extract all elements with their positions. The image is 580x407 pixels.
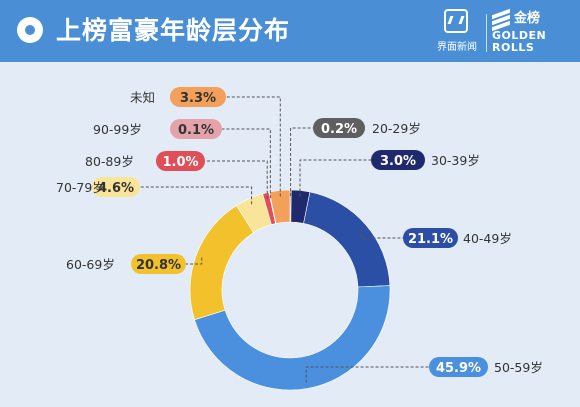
category-label-3: 50-59岁 — [494, 360, 543, 375]
donut-slice-8 — [269, 189, 291, 224]
donut-slice-3 — [194, 285, 391, 391]
value-label-5: 4.6% — [98, 181, 134, 196]
value-pill-0 — [313, 118, 365, 138]
jiemian-logo-icon — [444, 9, 468, 33]
leader-line-7 — [222, 128, 271, 199]
value-label-1: 3.0% — [380, 154, 416, 169]
category-label-8: 未知 — [130, 90, 155, 105]
value-label-6: 1.0% — [162, 155, 198, 170]
golden-rolls-en-line1: GOLDEN — [492, 29, 547, 42]
value-pill-4 — [131, 254, 186, 274]
value-pill-8 — [170, 87, 226, 107]
logo-divider — [486, 14, 487, 52]
golden-rolls-en: GOLDEN ROLLS — [492, 30, 546, 54]
category-label-0: 20-29岁 — [372, 121, 421, 136]
value-pill-1 — [371, 150, 425, 170]
value-pill-6 — [156, 151, 205, 171]
category-label-6: 80-89岁 — [85, 154, 134, 169]
leader-line-4 — [186, 257, 203, 265]
category-label-5: 70-79岁 — [56, 180, 105, 195]
value-label-2: 21.1% — [408, 232, 453, 247]
value-pill-2 — [403, 228, 458, 248]
leader-line-2 — [360, 228, 403, 239]
donut-slice-2 — [303, 191, 391, 288]
value-pill-3 — [429, 357, 488, 377]
golden-rolls-en-line2: ROLLS — [492, 41, 535, 54]
golden-rolls-logo: 金榜 GOLDEN ROLLS — [492, 8, 574, 58]
value-pill-7 — [170, 119, 222, 139]
jiemian-logo-text: 界面新闻 — [437, 42, 477, 53]
leader-line-5 — [140, 186, 253, 205]
value-label-8: 3.3% — [180, 91, 216, 106]
value-label-7: 0.1% — [178, 123, 214, 138]
value-label-4: 20.8% — [136, 258, 181, 273]
header-bar: 上榜富豪年龄层分布 界面新闻 金榜 GOLDEN ROLLS — [0, 0, 580, 62]
target-icon — [17, 17, 43, 43]
leader-line-0 — [290, 127, 313, 197]
leader-line-1 — [299, 159, 371, 197]
category-label-4: 60-69岁 — [66, 257, 115, 272]
category-label-2: 40-49岁 — [463, 231, 512, 246]
golden-rolls-cn: 金榜 — [514, 11, 541, 26]
leader-line-3 — [305, 366, 429, 383]
chart-title: 上榜富豪年龄层分布 — [56, 16, 291, 45]
donut-slice-4 — [189, 205, 254, 321]
category-label-7: 90-99岁 — [93, 122, 142, 137]
jiemian-logo: 界面新闻 — [432, 9, 482, 57]
value-label-3: 45.9% — [436, 361, 481, 376]
leader-line-6 — [205, 160, 268, 199]
value-pill-5 — [92, 177, 140, 197]
category-label-1: 30-39岁 — [431, 153, 480, 168]
leader-line-8 — [226, 96, 281, 197]
value-label-0: 0.2% — [321, 122, 357, 137]
